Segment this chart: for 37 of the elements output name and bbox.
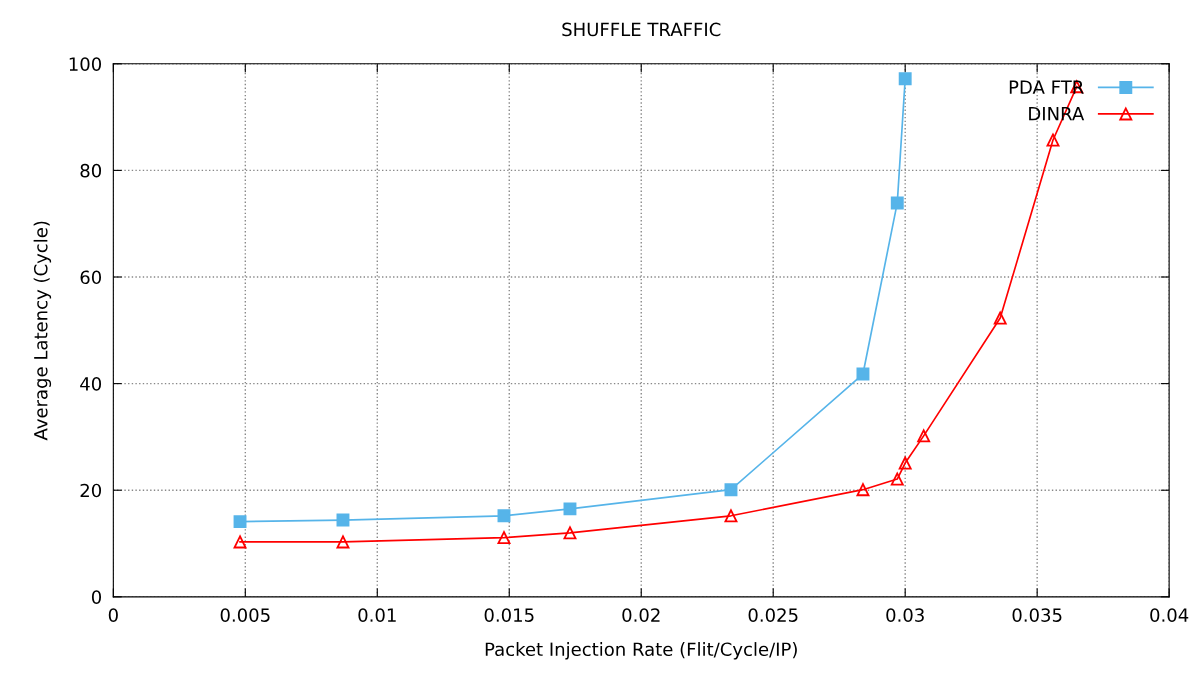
- point: [724, 483, 738, 497]
- point: [856, 483, 870, 497]
- point: [1046, 133, 1060, 147]
- y-tick-label: 0: [91, 590, 102, 604]
- point: [563, 526, 577, 540]
- x-tick-label: 0.025: [748, 608, 798, 622]
- x-tick-label: 0.03: [886, 608, 924, 622]
- y-tick-label: 60: [80, 270, 102, 285]
- point: [890, 196, 904, 210]
- y-tick-label: 80: [80, 163, 102, 178]
- point: [336, 513, 350, 527]
- y-tick-label: 100: [69, 57, 102, 71]
- x-tick-label: 0.02: [622, 608, 660, 622]
- x-tick-label: 0.04: [1150, 608, 1189, 622]
- point: [993, 311, 1007, 325]
- x-tick-label: 0.01: [358, 608, 396, 622]
- point: [497, 531, 511, 545]
- point: [233, 535, 247, 549]
- point: [724, 509, 738, 523]
- y-tick-label: 40: [80, 377, 102, 391]
- x-tick-label: 0.015: [484, 608, 534, 622]
- point: [497, 509, 511, 523]
- point: [917, 429, 931, 443]
- x-tick-label: 0: [108, 608, 118, 622]
- x-tick-label: 0.005: [220, 608, 270, 622]
- point: [898, 72, 912, 86]
- point: [233, 515, 247, 529]
- y-axis-title: Average Latency (Cycle): [33, 221, 52, 441]
- point: [898, 456, 912, 470]
- point: [890, 472, 904, 486]
- chart-title: SHUFFLE TRAFFIC: [562, 22, 721, 37]
- y-tick-label: 20: [80, 483, 102, 498]
- point: [336, 535, 350, 549]
- x-axis-title: Packet Injection Rate (Flit/Cycle/IP): [485, 642, 797, 660]
- x-tick-label: 0.035: [1012, 608, 1062, 622]
- point: [563, 502, 577, 516]
- point: [856, 367, 870, 381]
